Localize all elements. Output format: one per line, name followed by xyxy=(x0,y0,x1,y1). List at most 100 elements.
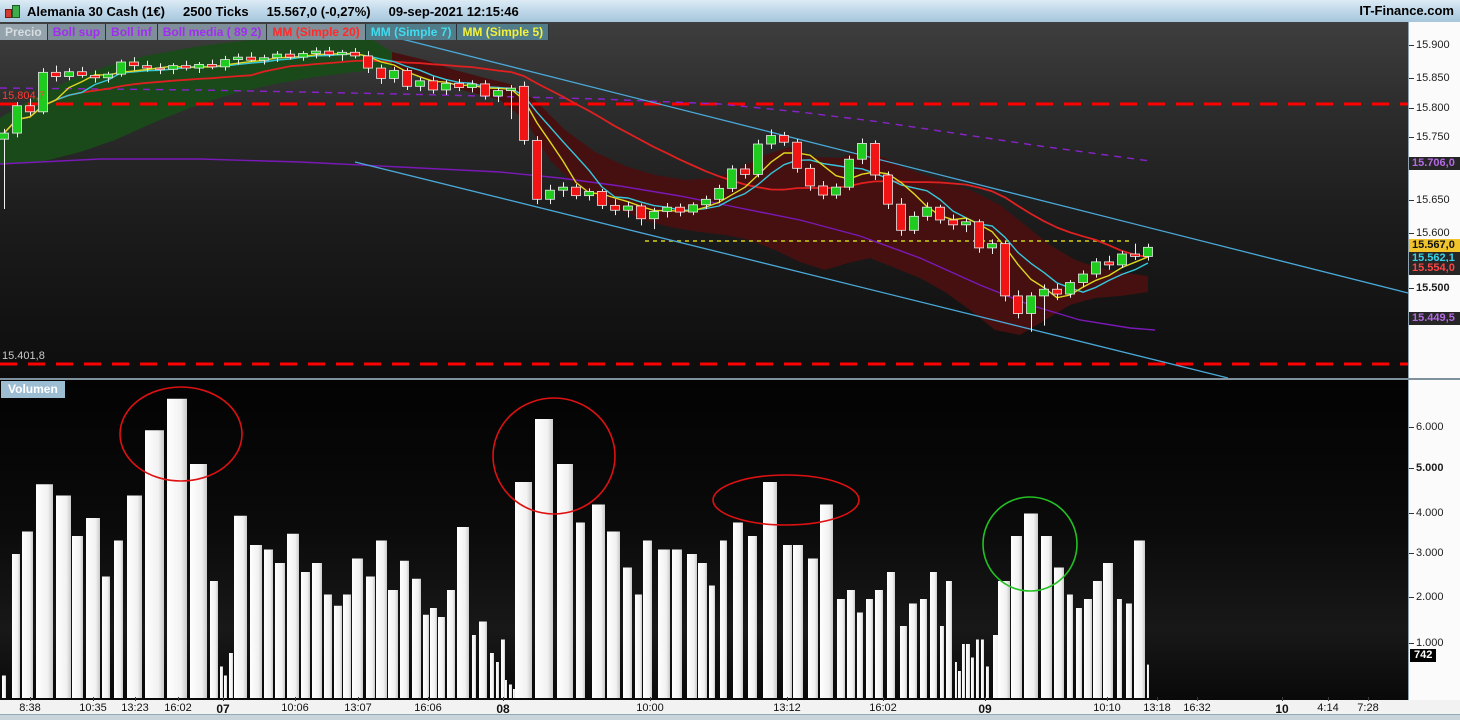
price-chart[interactable] xyxy=(0,22,1408,378)
volume-bar xyxy=(857,612,863,698)
volume-bar xyxy=(709,585,715,698)
volume-bar xyxy=(447,590,455,698)
indicator-tab-mm-simple-5-[interactable]: MM (Simple 5) xyxy=(457,24,550,40)
candle xyxy=(38,68,48,115)
candle xyxy=(766,129,776,149)
title-bar: Alemania 30 Cash (1€) 2500 Ticks 15.567,… xyxy=(0,0,1460,23)
candle xyxy=(675,203,685,217)
volume-bar xyxy=(324,594,332,698)
candle xyxy=(714,184,724,203)
time-axis-label: 16:06 xyxy=(414,702,442,714)
candle xyxy=(155,63,165,75)
channel-lower[interactable] xyxy=(354,161,1229,378)
volume-axis-label: 5.000 xyxy=(1416,462,1444,474)
volume-bar xyxy=(623,567,632,698)
panel-divider[interactable] xyxy=(0,378,1460,380)
volume-bar xyxy=(388,590,398,698)
volume-bar xyxy=(1024,513,1038,698)
candle xyxy=(337,49,347,61)
candle xyxy=(1130,243,1140,261)
volume-bar xyxy=(820,504,833,698)
volume-bar xyxy=(190,464,207,698)
volume-bar xyxy=(900,626,907,698)
candle xyxy=(1000,241,1010,302)
current-volume-badge: 742 xyxy=(1410,649,1437,662)
time-axis[interactable]: 8:38 10:35 13:23 16:02 07 10:06 13:07 16:06 08 10… xyxy=(0,697,1460,716)
price-axis-label: 15.600 xyxy=(1416,227,1450,239)
volume-bar xyxy=(946,581,952,698)
volume-bar xyxy=(400,560,409,698)
volume-bar xyxy=(505,680,507,698)
bottom-strip xyxy=(0,715,1460,720)
volume-annotation-ellipse-0 xyxy=(119,386,243,482)
candle xyxy=(272,51,282,63)
volume-bar xyxy=(102,576,110,698)
volume-bar xyxy=(496,662,499,698)
indicator-tab-boll-inf[interactable]: Boll inf xyxy=(106,24,158,40)
volume-bar xyxy=(875,590,883,698)
volume-axis-tick xyxy=(1409,553,1414,554)
volume-annotation-ellipse-2 xyxy=(712,474,860,526)
volume-bar xyxy=(592,504,605,698)
candle xyxy=(883,171,893,210)
candle xyxy=(142,60,152,72)
volume-chart-panel[interactable]: Volumen xyxy=(0,380,1409,700)
volume-bar xyxy=(698,563,707,698)
candle xyxy=(597,188,607,210)
volume-bar xyxy=(672,549,682,698)
volume-bar xyxy=(430,608,437,698)
indicator-tab-boll-media-89-2-[interactable]: Boll media ( 89 2) xyxy=(157,24,268,40)
channel-upper[interactable] xyxy=(369,30,1408,294)
volume-bar xyxy=(535,419,553,698)
price-axis-label: 15.850 xyxy=(1416,72,1450,84)
volume-bar xyxy=(1076,608,1082,698)
volume-bar xyxy=(220,666,223,698)
candle xyxy=(623,201,633,218)
candle xyxy=(870,140,880,180)
candle xyxy=(818,181,828,200)
time-axis-tick xyxy=(358,697,359,701)
candle xyxy=(25,98,35,116)
candle xyxy=(584,188,594,201)
candle xyxy=(571,184,581,200)
price-badge: 15.554,0 xyxy=(1409,262,1460,275)
volume-bar xyxy=(210,581,218,698)
volume-bar xyxy=(22,531,33,698)
price-chart-panel[interactable]: Precio Boll sup Boll inf Boll media ( 89 2)… xyxy=(0,22,1409,378)
volume-bar xyxy=(301,572,310,698)
indicator-tab-precio[interactable]: Precio xyxy=(0,24,48,40)
candle xyxy=(64,68,74,81)
volume-chart[interactable] xyxy=(0,380,1408,700)
volume-bar xyxy=(1041,536,1052,698)
volume-bar xyxy=(127,495,142,698)
volume-bar xyxy=(887,572,895,698)
volume-bar xyxy=(958,671,961,698)
volume-bar xyxy=(56,495,71,698)
candle xyxy=(454,79,464,92)
indicator-tab-boll-sup[interactable]: Boll sup xyxy=(47,24,107,40)
indicator-tab-mm-simple-20-[interactable]: MM (Simple 20) xyxy=(267,24,366,40)
time-axis-tick xyxy=(1328,697,1329,701)
volume-bar xyxy=(509,684,512,698)
candle xyxy=(519,81,529,145)
volume-bar xyxy=(783,545,792,698)
volume-bar xyxy=(490,653,494,698)
candle xyxy=(1117,250,1127,268)
volume-axis[interactable]: 6.000 5.000 4.000 3.000 2.000 1.000 742 xyxy=(1409,380,1460,700)
time-axis-label: 09 xyxy=(978,702,992,716)
candle xyxy=(1078,270,1088,288)
price-axis[interactable]: 15.900 15.850 15.800 15.750 15.650 15.600 15.5… xyxy=(1409,22,1460,378)
bull-cloud xyxy=(0,35,392,164)
time-axis-label: 13:23 xyxy=(121,702,149,714)
candle xyxy=(233,53,243,65)
indicator-tab-mm-simple-7-[interactable]: MM (Simple 7) xyxy=(365,24,458,40)
resolution-label: 2500 Ticks xyxy=(183,3,249,19)
candle xyxy=(727,165,737,193)
candle xyxy=(493,87,503,103)
volume-annotation-ellipse-1 xyxy=(492,397,616,515)
time-axis-label: 10 xyxy=(1275,702,1289,716)
level-label: 15.804,7 xyxy=(2,90,45,102)
volume-bar xyxy=(1054,567,1064,698)
tab-volumen[interactable]: Volumen xyxy=(1,381,65,398)
candle xyxy=(857,138,867,165)
